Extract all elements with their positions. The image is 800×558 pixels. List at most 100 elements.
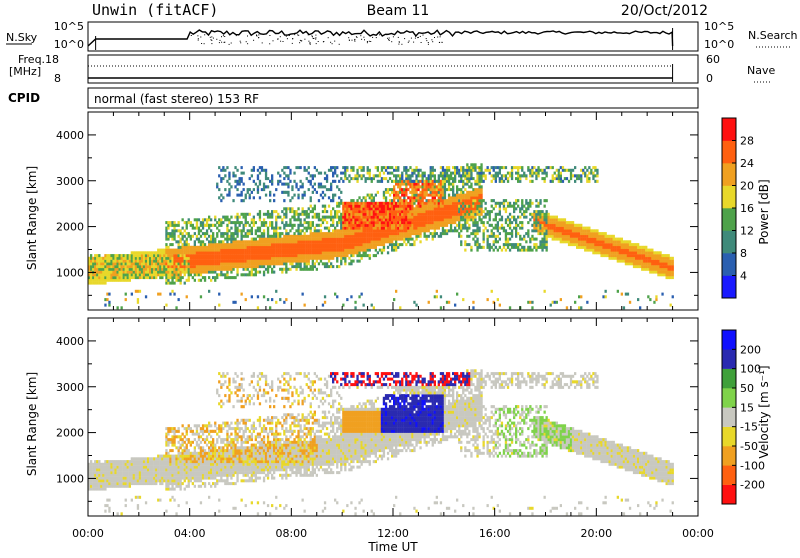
power-cell	[255, 243, 257, 246]
power-cell	[562, 224, 564, 227]
power-cell	[426, 199, 428, 202]
power-cell	[365, 207, 367, 210]
power-cell	[245, 218, 247, 221]
power-cell	[318, 262, 320, 265]
power-cell	[470, 199, 472, 202]
power-cell	[411, 196, 413, 199]
power-cell	[326, 235, 328, 238]
power-cell	[468, 199, 470, 202]
power-cell	[415, 205, 417, 208]
power-cell	[381, 218, 383, 221]
power-cell	[373, 227, 375, 230]
power-cell	[182, 265, 184, 268]
power-cell	[371, 194, 373, 197]
power-cell	[112, 276, 114, 279]
power-cell	[251, 174, 253, 177]
power-cell	[297, 235, 299, 238]
power-cell	[419, 194, 421, 197]
power-cell	[275, 301, 277, 304]
power-cell	[338, 265, 340, 268]
power-cell	[397, 210, 399, 213]
power-cell	[178, 229, 180, 232]
power-cell	[586, 227, 588, 230]
power-cell	[186, 246, 188, 249]
power-cell	[474, 188, 476, 191]
power-cell	[149, 254, 151, 257]
power-cell	[405, 210, 407, 213]
power-cell	[184, 240, 186, 243]
power-cell	[129, 260, 131, 263]
power-cell	[291, 257, 293, 260]
power-cell	[208, 216, 210, 219]
power-cell	[525, 174, 527, 177]
power-cell	[391, 205, 393, 208]
power-cell	[94, 265, 96, 268]
power-cell	[478, 166, 480, 169]
power-cell	[186, 257, 188, 260]
power-cell	[558, 221, 560, 224]
nsky-dot	[332, 43, 333, 44]
power-cell	[464, 169, 466, 172]
power-cell	[517, 205, 519, 208]
power-cell	[454, 218, 456, 221]
power-cell	[452, 207, 454, 210]
power-cell	[391, 188, 393, 191]
power-cell	[106, 262, 108, 265]
power-cell	[605, 295, 607, 298]
power-cell	[204, 271, 206, 274]
power-cell	[641, 249, 643, 252]
power-cell	[208, 260, 210, 263]
power-cell	[139, 273, 141, 276]
power-cell	[419, 174, 421, 177]
power-cell	[363, 221, 365, 224]
power-cell	[529, 240, 531, 243]
power-cell	[312, 210, 314, 213]
power-cell	[495, 246, 497, 249]
power-cell	[204, 249, 206, 252]
power-cell	[391, 216, 393, 219]
power-cell	[460, 196, 462, 199]
power-cell	[173, 235, 175, 238]
power-cell	[159, 251, 161, 254]
power-cell	[273, 235, 275, 238]
power-cell	[546, 246, 548, 249]
power-cell	[94, 257, 96, 260]
power-cell	[143, 260, 145, 263]
power-cell	[180, 246, 182, 249]
power-cell	[442, 185, 444, 188]
power-cell	[226, 227, 228, 230]
power-cell	[643, 246, 645, 249]
power-cell	[450, 218, 452, 221]
power-cell	[332, 257, 334, 260]
power-cell	[397, 191, 399, 194]
power-cell	[245, 216, 247, 219]
power-cell	[340, 249, 342, 252]
power-cell	[202, 243, 204, 246]
power-cell	[196, 257, 198, 260]
power-cell	[367, 249, 369, 252]
power-cell	[123, 273, 125, 276]
power-cell	[582, 246, 584, 249]
power-cell	[324, 295, 326, 298]
power-cell	[306, 227, 308, 230]
power-cell	[485, 202, 487, 205]
power-cell	[369, 243, 371, 246]
power-cell	[273, 254, 275, 257]
power-cell	[212, 260, 214, 263]
power-cell	[393, 185, 395, 188]
power-cell	[448, 207, 450, 210]
power-cell	[338, 188, 340, 191]
power-cell	[281, 271, 283, 274]
power-cell	[157, 249, 159, 252]
power-cell	[135, 290, 137, 293]
power-cell	[192, 246, 194, 249]
power-cell	[574, 235, 576, 238]
power-cell	[476, 213, 478, 216]
power-cell	[594, 174, 596, 177]
power-cell	[232, 235, 234, 238]
power-cell	[405, 213, 407, 216]
power-cell	[224, 276, 226, 279]
power-cell	[117, 306, 119, 309]
power-cell	[480, 246, 482, 249]
power-cell	[104, 273, 106, 276]
